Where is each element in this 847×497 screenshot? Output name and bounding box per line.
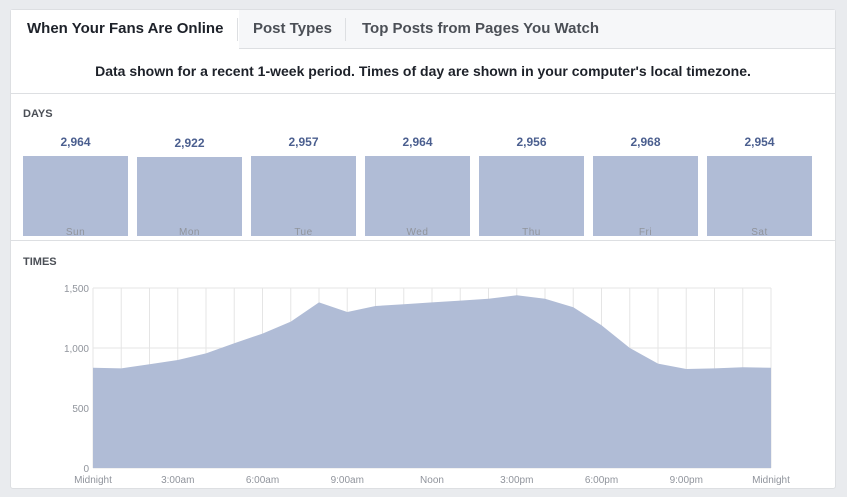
day-value: 2,956 [516,135,547,149]
day-value: 2,922 [174,136,205,150]
day-label: Thu [522,227,541,238]
times-title: TIMES [23,256,57,268]
tab-bar: When Your Fans Are Online Post Types Top… [11,10,835,50]
day-column: 2,964 Wed [365,126,470,240]
y-tick-label: 1,500 [64,284,89,295]
day-label: Wed [406,227,429,238]
day-value: 2,964 [60,135,91,149]
day-bar[interactable] [23,156,128,236]
day-label: Sat [751,227,768,238]
tab-post-types[interactable]: Post Types [253,20,332,37]
day-column: 2,964 Sun [23,126,128,240]
x-tick-label: 9:00pm [670,475,703,486]
day-bar[interactable] [251,156,356,236]
day-column: 2,922 Mon [137,126,242,240]
y-tick-label: 500 [72,404,89,415]
insights-panel: When Your Fans Are Online Post Types Top… [10,9,836,489]
x-tick-label: 6:00pm [585,475,618,486]
x-tick-label: 3:00pm [500,475,533,486]
x-tick-label: Noon [420,475,444,486]
days-title: DAYS [23,108,53,120]
day-bar[interactable] [479,156,584,236]
y-tick-label: 1,000 [64,344,89,355]
tab-divider [345,18,346,41]
day-bar[interactable] [707,156,812,236]
x-tick-label: 3:00am [161,475,194,486]
y-tick-label: 0 [83,464,89,475]
day-label: Fri [638,227,653,238]
day-column: 2,957 Tue [251,126,356,240]
timezone-notice: Data shown for a recent 1-week period. T… [11,49,835,94]
day-value: 2,957 [288,135,319,149]
tab-when-fans-online[interactable]: When Your Fans Are Online [11,10,240,50]
day-value: 2,954 [744,135,775,149]
day-column: 2,956 Thu [479,126,584,240]
day-bar[interactable] [365,156,470,236]
day-value: 2,968 [630,135,661,149]
day-bar[interactable] [593,156,698,236]
day-column: 2,954 Sat [707,126,812,240]
day-value: 2,964 [402,135,433,149]
section-divider [11,240,835,241]
x-tick-label: Midnight [752,475,790,486]
area-series [93,295,771,468]
x-tick-label: 9:00am [331,475,364,486]
day-label: Sun [65,227,86,238]
day-bar[interactable] [137,157,242,236]
x-tick-label: 6:00am [246,475,279,486]
day-label: Mon [179,227,200,238]
day-column: 2,968 Fri [593,126,698,240]
tab-top-posts[interactable]: Top Posts from Pages You Watch [362,20,599,37]
day-label: Tue [294,227,313,238]
x-tick-label: Midnight [74,475,112,486]
times-chart: 0 500 1,000 1,500 Midnight 3:00am 6:00am 9:00am… [64,284,790,486]
tab-divider [237,18,238,41]
